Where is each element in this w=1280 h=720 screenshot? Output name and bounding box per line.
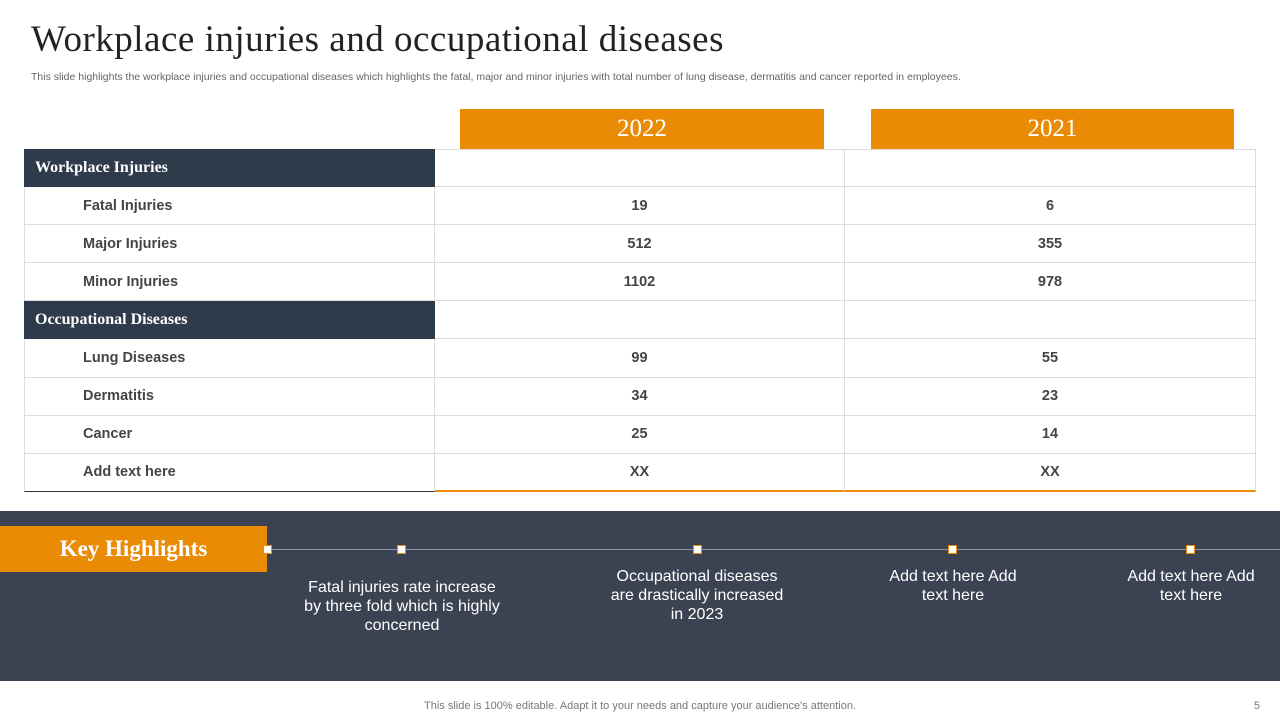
timeline-marker (397, 545, 406, 554)
table-row: Major Injuries 512 355 (24, 225, 1256, 264)
value-2021: 6 (845, 187, 1256, 226)
value-2022: 34 (435, 377, 845, 416)
section-row: Occupational Diseases (24, 301, 1256, 340)
row-label: Lung Diseases (24, 339, 435, 378)
timeline-line (267, 549, 1280, 550)
key-highlights-label: Key Highlights (0, 526, 267, 572)
year-header-2022: 2022 (460, 109, 824, 149)
highlight-text: Add text here Add text here (1127, 568, 1255, 604)
value-2022: 1102 (435, 263, 845, 302)
value-2021: 23 (845, 377, 1256, 416)
table-row: Lung Diseases 99 55 (24, 339, 1256, 378)
row-label: Add text here (24, 453, 435, 492)
footer-note: This slide is 100% editable. Adapt it to… (424, 700, 856, 712)
value-2022: 512 (435, 225, 845, 264)
timeline-marker (693, 545, 702, 554)
table-row: Add text here XX XX (24, 453, 1256, 492)
value-2021: XX (845, 453, 1256, 492)
table-row: Cancer 25 14 (24, 415, 1256, 454)
timeline-marker (1186, 545, 1195, 554)
value-2021: 355 (845, 225, 1256, 264)
row-label: Fatal Injuries (24, 187, 435, 226)
section-label: Workplace Injuries (24, 149, 435, 188)
value-2021: 14 (845, 415, 1256, 454)
value-2022: 25 (435, 415, 845, 454)
year-header-2021: 2021 (871, 109, 1234, 149)
empty-cell (845, 149, 1256, 188)
table-row: Dermatitis 34 23 (24, 377, 1256, 416)
slide-subtitle: This slide highlights the workplace inju… (31, 71, 961, 83)
value-2022: 19 (435, 187, 845, 226)
empty-cell (435, 301, 845, 340)
section-row: Workplace Injuries (24, 149, 1256, 188)
highlight-text: Fatal injuries rate increase by three fo… (304, 579, 500, 634)
value-2022: 99 (435, 339, 845, 378)
timeline-start-marker (263, 545, 272, 554)
empty-cell (435, 149, 845, 188)
highlight-text: Occupational diseases are drastically in… (610, 568, 784, 623)
page-number: 5 (1253, 700, 1260, 712)
timeline-marker (948, 545, 957, 554)
row-label: Major Injuries (24, 225, 435, 264)
value-2021: 978 (845, 263, 1256, 302)
row-label: Dermatitis (24, 377, 435, 416)
highlight-text: Add text here Add text here (889, 568, 1017, 604)
table-row: Minor Injuries 1102 978 (24, 263, 1256, 302)
section-label: Occupational Diseases (24, 301, 435, 340)
slide-title: Workplace injuries and occupational dise… (31, 19, 725, 60)
value-2022: XX (435, 453, 845, 492)
injuries-table: Workplace Injuries Fatal Injuries 19 6 M… (24, 149, 1256, 492)
empty-cell (845, 301, 1256, 340)
row-label: Cancer (24, 415, 435, 454)
table-row: Fatal Injuries 19 6 (24, 187, 1256, 226)
value-2021: 55 (845, 339, 1256, 378)
row-label: Minor Injuries (24, 263, 435, 302)
